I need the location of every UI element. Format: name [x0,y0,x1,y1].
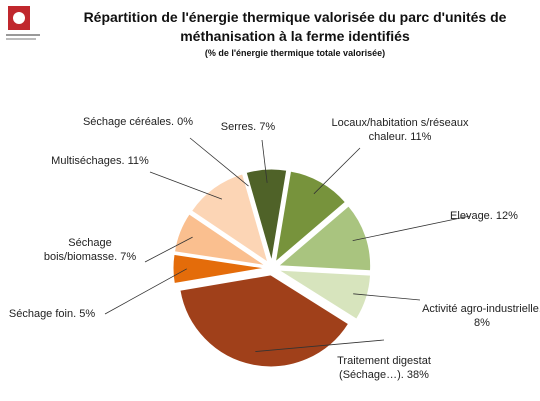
category-name: Serres. [220,121,257,133]
value-label: 11% [410,131,432,143]
category-name: Activité agro-industrielle. [422,303,540,315]
value-label: 8% [474,317,490,329]
leader-line [313,147,361,195]
leader-line [255,339,385,352]
slice-label: Séchage bois/biomasse. 7% [35,236,145,264]
leader-line [353,293,421,301]
leader-line [189,137,249,187]
slice-label: Elevage. 12% [429,209,539,223]
category-name: Elevage. [450,210,493,222]
category-name: Locaux/habitation s/réseaux chaleur. [331,117,469,143]
pie-slice [245,168,288,262]
slice-label: Serres. 7% [208,120,288,134]
pie-slice [172,253,266,285]
category-name: Séchage bois/biomasse. [43,237,118,263]
slice-label: Multiséchages. 11% [45,154,155,168]
logo [6,6,40,40]
slice-label: Traitement digestat (Séchage…). 38% [334,354,434,382]
slice-label: Séchage foin. 5% [0,307,107,321]
pie-slice [179,274,350,368]
chart-title: Répartition de l'énergie thermique valor… [83,9,507,44]
value-label: 12% [495,210,518,222]
leader-line [261,139,268,183]
slice-label: Activité agro-industrielle. 8% [422,302,540,330]
pie-slice [274,170,347,264]
value-label: 5% [79,308,96,320]
slice-label: Séchage céréales. 0% [78,115,198,129]
category-name: Traitement digestat (Séchage…). [337,355,431,381]
pie-slice [190,173,269,264]
leader-line [144,236,193,263]
leader-line [104,268,187,315]
category-name: Séchage foin. [8,308,77,320]
pie-slice [276,269,372,320]
pie-slice [173,213,266,266]
leader-line [352,215,471,242]
pie-slice [277,205,372,272]
leader-line [149,171,223,200]
value-label: 7% [120,251,137,263]
category-name: Multiséchages. [51,155,125,167]
value-label: 7% [259,121,276,133]
value-label: 38% [406,369,429,381]
slice-label: Locaux/habitation s/réseaux chaleur. 11% [325,116,475,144]
category-name: Séchage céréales. [82,116,175,128]
value-label: 11% [127,155,149,167]
chart-subtitle: (% de l'énergie thermique totale valoris… [204,48,386,58]
value-label: 0% [177,116,194,128]
